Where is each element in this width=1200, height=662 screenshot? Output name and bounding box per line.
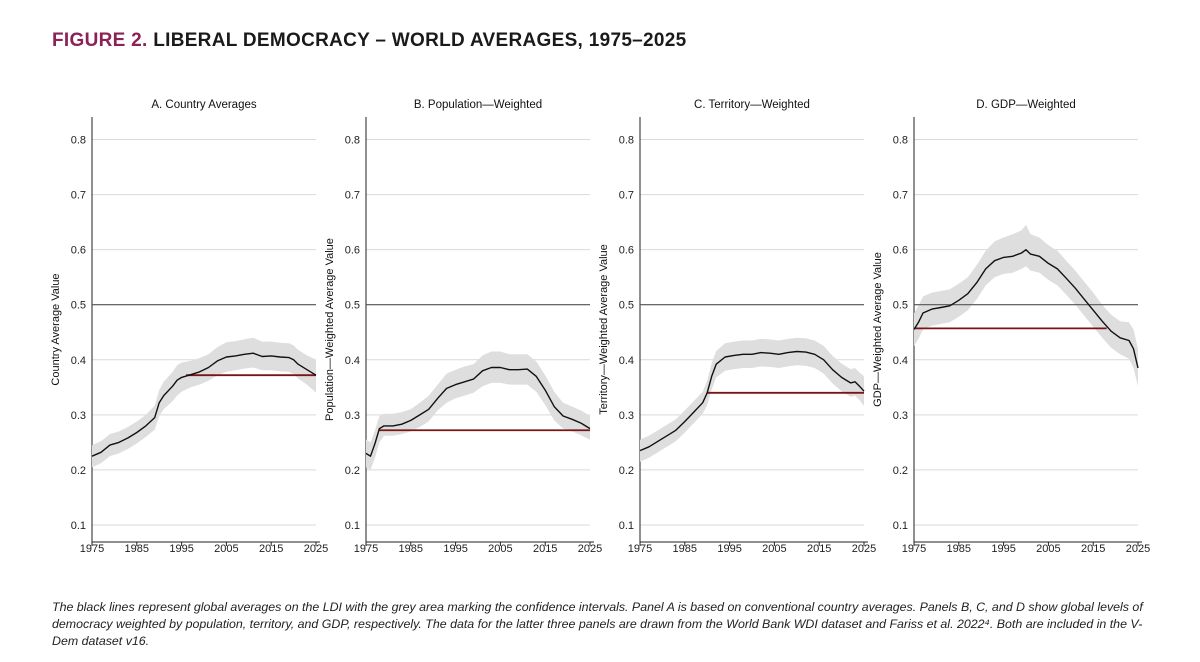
x-tick-label: 2005 — [762, 543, 786, 555]
y-tick-label: 0.6 — [345, 245, 360, 257]
y-tick-label: 0.5 — [619, 300, 634, 312]
x-tick-label: 2015 — [807, 543, 831, 555]
x-tick-label: 1985 — [125, 543, 149, 555]
chart-panels: A. Country Averages 0.1 0.2 0.3 0.4 0.5 0.6 0.7… — [50, 99, 1150, 555]
chart-panel-c: C. Territory—Weighted 0.1 0.2 0.3 0.4 0.5 0.6 0… — [598, 99, 876, 555]
figure-main-title: LIBERAL DEMOCRACY – WORLD AVERAGES, 1975… — [153, 30, 687, 51]
y-tick-label: 0.7 — [345, 190, 360, 202]
x-tick-label: 2025 — [304, 543, 328, 555]
figure-label: FIGURE 2. — [52, 30, 148, 51]
x-tick-label: 2025 — [852, 543, 876, 555]
x-tick-label: 1975 — [628, 543, 652, 555]
y-tick-label: 0.7 — [71, 190, 86, 202]
y-tick-label: 0.3 — [71, 410, 86, 422]
y-tick-label: 0.1 — [619, 520, 634, 532]
series-line — [91, 352, 317, 457]
y-tick-label: 0.8 — [71, 135, 86, 147]
panel-title: C. Territory—Weighted — [694, 99, 810, 111]
x-tick-label: 2015 — [1081, 543, 1105, 555]
y-tick-label: 0.8 — [893, 135, 908, 147]
panel-title: B. Population—Weighted — [414, 99, 542, 111]
y-tick-label: 0.6 — [619, 245, 634, 257]
x-tick-label: 1985 — [673, 543, 697, 555]
x-tick-label: 1995 — [717, 543, 741, 555]
chart-panel-a: A. Country Averages 0.1 0.2 0.3 0.4 0.5 0.6 0.7… — [50, 99, 328, 555]
panel-title: A. Country Averages — [151, 99, 257, 111]
y-tick-label: 0.3 — [893, 410, 908, 422]
x-tick-label: 2005 — [1036, 543, 1060, 555]
y-tick-label: 0.5 — [345, 300, 360, 312]
y-tick-label: 0.2 — [893, 465, 908, 477]
y-tick-label: 0.6 — [71, 245, 86, 257]
confidence-band — [366, 351, 590, 470]
x-tick-label: 1985 — [399, 543, 423, 555]
y-tick-label: 0.1 — [345, 520, 360, 532]
y-tick-label: 0.6 — [893, 245, 908, 257]
x-tick-label: 2005 — [214, 543, 238, 555]
y-tick-label: 0.4 — [345, 355, 360, 367]
x-tick-label: 2025 — [578, 543, 602, 555]
y-tick-label: 0.3 — [619, 410, 634, 422]
x-tick-label: 2005 — [488, 543, 512, 555]
figure-title: FIGURE 2. LIBERAL DEMOCRACY – WORLD AVER… — [52, 30, 687, 52]
x-tick-label: 2015 — [533, 543, 557, 555]
y-tick-label: 0.5 — [893, 300, 908, 312]
y-tick-label: 0.4 — [893, 355, 908, 367]
y-tick-label: 0.7 — [619, 190, 634, 202]
panel-title: D. GDP—Weighted — [976, 99, 1076, 111]
x-tick-label: 1975 — [902, 543, 926, 555]
y-axis-label: GDP—Weighted Average Value — [872, 252, 884, 407]
series-line — [365, 366, 591, 457]
y-tick-label: 0.8 — [345, 135, 360, 147]
y-axis-label: Territory—Weighted Average Value — [598, 244, 610, 415]
x-tick-label: 1975 — [80, 543, 104, 555]
y-tick-label: 0.4 — [619, 355, 634, 367]
y-tick-label: 0.2 — [345, 465, 360, 477]
y-tick-label: 0.2 — [71, 465, 86, 477]
series-line — [913, 249, 1139, 369]
y-axis-label: Country Average Value — [50, 273, 62, 385]
series-line — [639, 350, 865, 452]
x-tick-label: 1995 — [991, 543, 1015, 555]
y-tick-label: 0.3 — [345, 410, 360, 422]
x-tick-label: 1995 — [443, 543, 467, 555]
y-tick-label: 0.7 — [893, 190, 908, 202]
chart-panel-d: D. GDP—Weighted 0.1 0.2 0.3 0.4 0.5 0.6 0.7 0.8 1… — [872, 99, 1150, 555]
y-tick-label: 0.5 — [71, 300, 86, 312]
confidence-band — [640, 337, 864, 462]
y-tick-label: 0.2 — [619, 465, 634, 477]
y-tick-label: 0.1 — [893, 520, 908, 532]
x-tick-label: 1975 — [354, 543, 378, 555]
y-axis-label: Population—Weighted Average Value — [324, 238, 336, 421]
y-tick-label: 0.1 — [71, 520, 86, 532]
y-tick-label: 0.4 — [71, 355, 86, 367]
x-tick-label: 2025 — [1126, 543, 1150, 555]
y-tick-label: 0.8 — [619, 135, 634, 147]
x-tick-label: 1995 — [169, 543, 193, 555]
confidence-band — [92, 337, 316, 468]
x-tick-label: 2015 — [259, 543, 283, 555]
confidence-band — [914, 224, 1138, 387]
x-tick-label: 1985 — [947, 543, 971, 555]
figure-caption: The black lines represent global average… — [52, 600, 1143, 648]
chart-panel-b: B. Population—Weighted 0.1 0.2 0.3 0.4 0.5 0.6… — [324, 99, 602, 555]
